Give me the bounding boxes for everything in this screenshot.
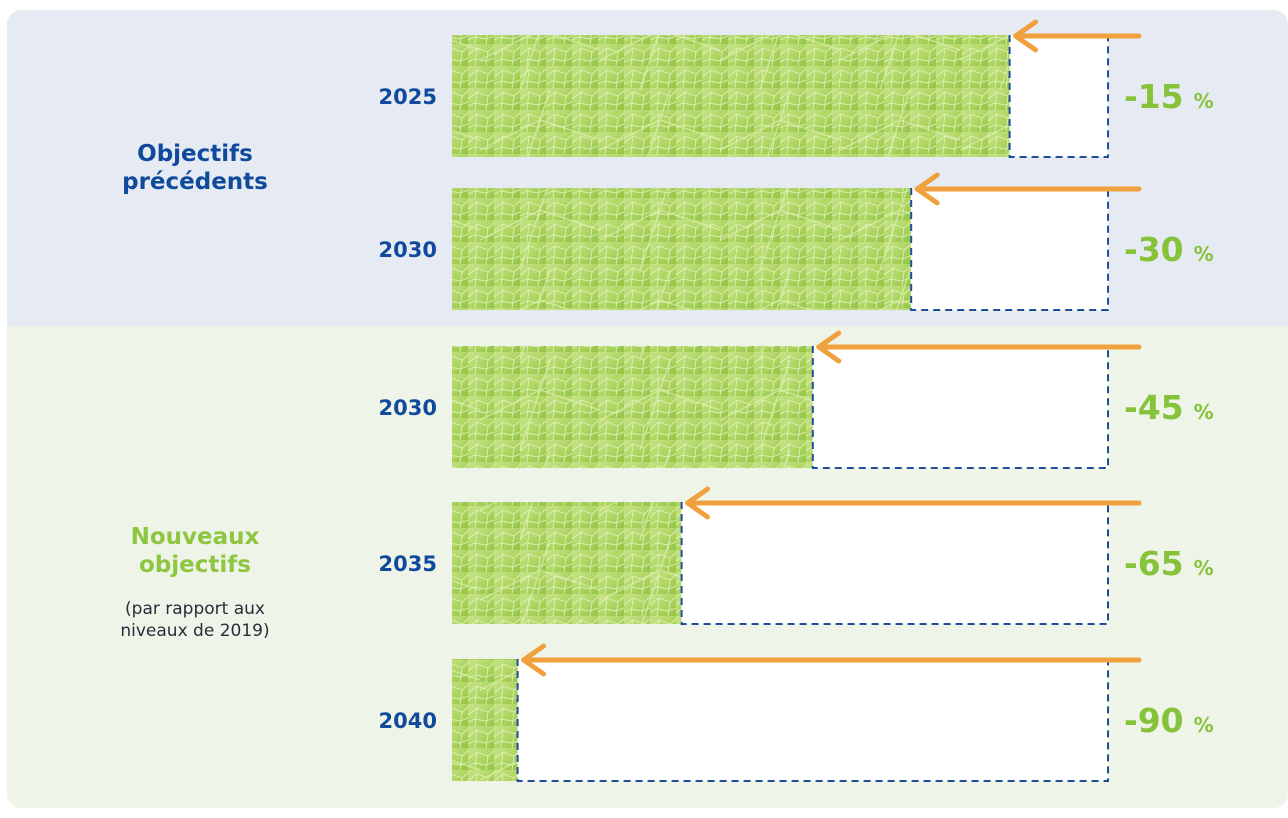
- year-label: 2030: [379, 238, 437, 262]
- reduction-arrow-head: [685, 486, 711, 520]
- reduction-percent-unit: %: [1194, 400, 1214, 424]
- reduction-arrow-head: [1013, 19, 1039, 53]
- bars-layer: 2025 -15 % 2030 -30 % 2030 -45 % 2035 -65 % 2040 -90%: [379, 19, 1214, 782]
- leaf-vein-overlay: [452, 659, 518, 781]
- reduction-outline: [1008, 35, 1109, 158]
- reduction-percent-unit: %: [1194, 89, 1214, 113]
- leaf-vein-overlay: [452, 35, 1010, 157]
- year-label: 2040: [379, 709, 437, 733]
- leaf-vein-overlay: [452, 346, 813, 468]
- reduction-segment: [517, 659, 1108, 781]
- reduction-arrow-head: [816, 330, 842, 364]
- reduction-percent-value: -30: [1124, 230, 1184, 269]
- new-targets-title: Nouveaux objectifs: [110, 523, 280, 579]
- bar-row: 2030 -45%: [379, 330, 1214, 469]
- reduction-percent-label: -45%: [1124, 388, 1214, 427]
- new-targets-subtitle-line2: niveaux de 2019): [120, 621, 270, 641]
- reduction-segment: [681, 502, 1108, 624]
- leaf-vein-overlay: [452, 188, 912, 310]
- bar-row: 2035 -65%: [379, 486, 1214, 625]
- reduction-arrow-head: [521, 643, 547, 677]
- reduction-percent-value: -65: [1124, 544, 1184, 583]
- year-label: 2025: [379, 85, 437, 109]
- reduction-segment: [911, 188, 1108, 310]
- reduction-outline: [910, 188, 1109, 311]
- reduction-percent-value: -45: [1124, 388, 1184, 427]
- reduction-outline: [811, 346, 1109, 469]
- reduction-percent-label: -15%: [1124, 77, 1214, 116]
- new-targets-subtitle: (par rapport aux niveaux de 2019): [95, 598, 295, 642]
- reduction-arrow-head: [914, 172, 940, 206]
- reduction-outline: [516, 659, 1109, 782]
- bar-row: 2040 -90%: [379, 643, 1214, 782]
- bar-row: 2025 -15%: [379, 19, 1214, 158]
- new-targets-title-line2: objectifs: [139, 552, 251, 578]
- reduction-percent-unit: %: [1194, 556, 1214, 580]
- previous-targets-title-line2: précédents: [122, 169, 268, 195]
- reduction-outline: [680, 502, 1109, 625]
- reduction-percent-unit: %: [1194, 713, 1214, 737]
- year-label: 2030: [379, 396, 437, 420]
- leaf-vein-overlay: [452, 502, 682, 624]
- reduction-percent-label: -65%: [1124, 544, 1214, 583]
- year-label: 2035: [379, 552, 437, 576]
- reduction-percent-label: -30%: [1124, 230, 1214, 269]
- previous-targets-title: Objectifs précédents: [120, 140, 270, 196]
- reduction-segment: [1009, 35, 1108, 157]
- reduction-segment: [812, 346, 1108, 468]
- reduction-percent-label: -90%: [1124, 701, 1214, 740]
- reduction-percent-unit: %: [1194, 242, 1214, 266]
- previous-targets-title-line1: Objectifs: [137, 141, 253, 167]
- new-targets-subtitle-line1: (par rapport aux: [125, 599, 265, 619]
- bar-row: 2030 -30%: [379, 172, 1214, 311]
- reduction-percent-value: -15: [1124, 77, 1184, 116]
- reduction-percent-value: -90: [1124, 701, 1184, 740]
- new-targets-title-line1: Nouveaux: [130, 524, 260, 550]
